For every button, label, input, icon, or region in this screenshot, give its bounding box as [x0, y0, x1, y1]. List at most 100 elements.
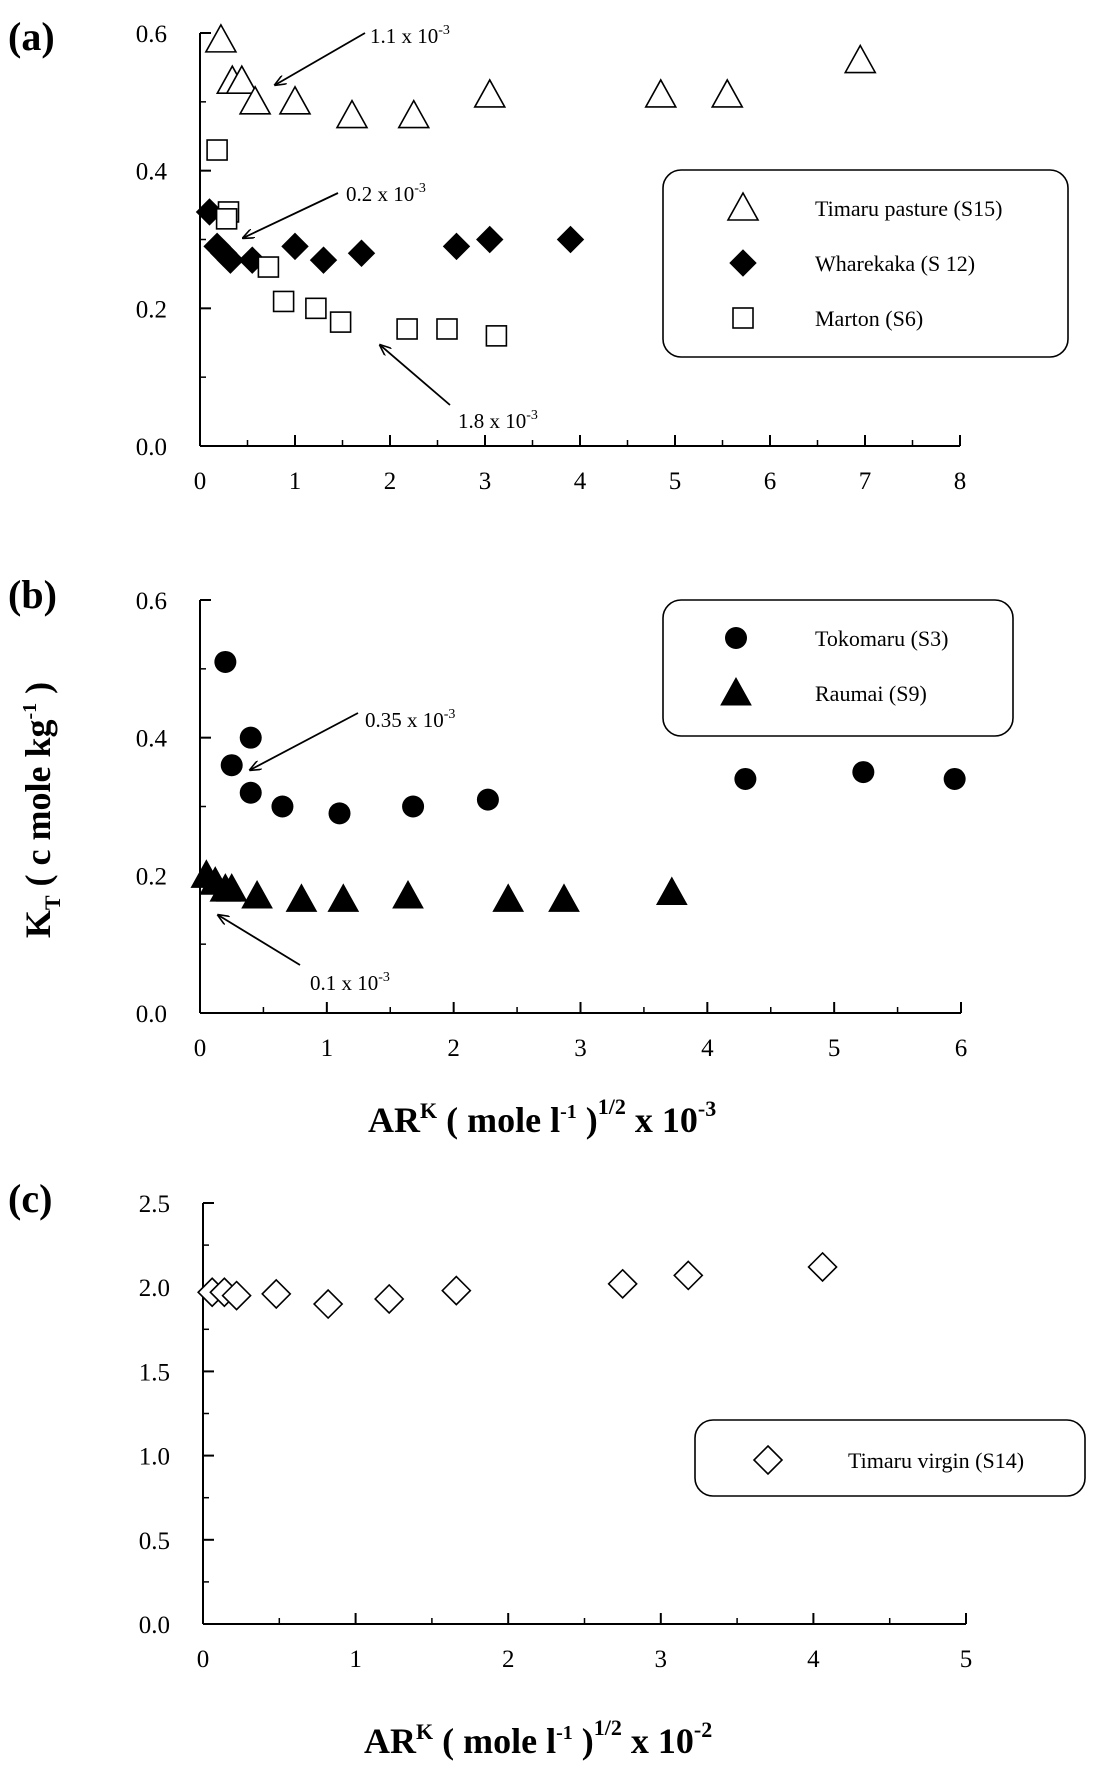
data-point — [281, 232, 309, 261]
annotation-label: 0.35 x 10-3 — [365, 707, 455, 732]
data-point — [673, 1260, 704, 1291]
data-point — [214, 650, 237, 673]
x-tick-label: 4 — [574, 468, 587, 495]
x-tick-label: 7 — [859, 468, 872, 495]
data-point — [327, 883, 360, 912]
data-point — [476, 788, 499, 811]
x-tick-label: 3 — [574, 1035, 587, 1062]
x-tick-label: 1 — [289, 468, 302, 495]
data-point — [392, 879, 424, 909]
x-tick-label: 0 — [194, 1035, 207, 1062]
data-point — [220, 754, 243, 777]
x-tick-label: 6 — [955, 1035, 968, 1062]
x-tick-label: 0 — [194, 468, 207, 495]
series-2 — [190, 859, 688, 912]
legend-marker — [752, 1444, 784, 1476]
legend-label: Raumai (S9) — [815, 681, 927, 706]
data-point — [309, 246, 338, 274]
data-point — [271, 795, 294, 818]
annotation-arrow — [243, 192, 339, 238]
y-tick-label: 0.5 — [139, 1528, 170, 1555]
data-point — [402, 795, 425, 818]
data-point — [710, 78, 744, 108]
y-tick-label: 0.0 — [136, 434, 167, 461]
data-point — [204, 23, 238, 53]
data-point — [852, 761, 875, 784]
x-tick-label: 5 — [669, 468, 682, 495]
x-tick-label: 2 — [447, 1035, 460, 1062]
data-point — [225, 64, 259, 94]
data-point — [272, 290, 295, 313]
data-point — [335, 98, 369, 129]
legend-box — [694, 1419, 1086, 1497]
legend-label: Marton (S6) — [815, 306, 923, 331]
data-point — [644, 78, 678, 108]
data-point — [374, 1283, 405, 1315]
y-tick-label: 0.6 — [136, 21, 167, 48]
data-point — [476, 225, 504, 254]
panel-b: 0 1 2 3 4 5 6 0.0 0.2 0.4 0.6 (b) Tokomaru (S3) Rauma… — [8, 572, 1014, 1062]
x-tick-label: 3 — [655, 1646, 668, 1673]
x-tick-label: 3 — [479, 468, 492, 495]
legend-label: Timaru virgin (S14) — [848, 1448, 1024, 1473]
annotation-label: 1.8 x 10-3 — [458, 408, 538, 433]
data-point — [734, 767, 757, 790]
data-point — [843, 43, 877, 74]
data-point — [278, 85, 312, 115]
text-layer: 1.1 x 10-3 0.2 x 10-3 1.8 x 10-3 0.35 x 10-… — [18, 23, 716, 1761]
data-point — [485, 325, 508, 347]
x-tick-label: 0 — [197, 1646, 210, 1673]
x-tick-label: 4 — [807, 1646, 820, 1673]
series-1 — [197, 1251, 838, 1320]
series-1 — [214, 650, 966, 825]
legend-marker — [729, 249, 757, 277]
data-point — [313, 1288, 344, 1320]
series-3 — [206, 139, 508, 347]
x-axis-title-b: ARK ( mole l-1 )1/2 x 10-3 — [368, 1094, 716, 1140]
annotation-label: 1.1 x 10-3 — [370, 23, 450, 48]
series-1 — [204, 23, 877, 129]
y-tick-label: 1.5 — [139, 1359, 170, 1386]
annotation-label: 0.1 x 10-3 — [310, 970, 390, 995]
x-tick-label: 2 — [384, 468, 397, 495]
annotation-arrow — [275, 32, 366, 85]
series-2 — [195, 198, 585, 274]
data-point — [216, 246, 245, 274]
y-tick-label: 0.4 — [136, 726, 168, 753]
x-tick-label: 6 — [764, 468, 777, 495]
data-point — [239, 726, 262, 749]
data-point — [548, 883, 580, 912]
x-tick-label: 4 — [701, 1035, 714, 1062]
data-point — [239, 781, 262, 804]
x-tick-label: 5 — [960, 1646, 973, 1673]
annotation-arrow — [380, 345, 451, 406]
data-point — [397, 98, 431, 129]
data-point — [442, 232, 471, 261]
panel-letter: (a) — [8, 14, 55, 59]
y-tick-label: 0.0 — [136, 1001, 167, 1028]
y-tick-label: 0.6 — [136, 588, 167, 615]
y-tick-label: 1.0 — [139, 1444, 170, 1471]
y-axis-title: KT ( c mole kg-1 ) — [18, 682, 65, 938]
data-point — [943, 767, 966, 790]
y-tick-label: 0.2 — [136, 863, 167, 890]
data-point — [305, 297, 327, 320]
data-point — [285, 883, 318, 912]
legend-marker — [732, 307, 754, 329]
legend-box — [662, 599, 1014, 737]
data-point — [473, 78, 507, 108]
panel-a: 0 1 2 3 4 5 6 7 8 0.0 0.2 0.4 0.6 (a) Timaru pasture (… — [8, 14, 1069, 495]
data-point — [556, 225, 585, 254]
legend-marker — [726, 191, 760, 221]
y-tick-label: 2.0 — [139, 1275, 170, 1302]
x-tick-label: 1 — [321, 1035, 334, 1062]
data-point — [257, 256, 280, 278]
data-point — [807, 1251, 838, 1283]
x-tick-label: 2 — [502, 1646, 515, 1673]
y-tick-label: 2.5 — [139, 1191, 170, 1218]
data-point — [206, 139, 228, 161]
x-tick-label: 8 — [954, 468, 967, 495]
x-tick-label: 1 — [349, 1646, 362, 1673]
legend-label: Timaru pasture (S15) — [815, 196, 1002, 221]
panel-c: 0 1 2 3 4 5 0.0 0.5 1.0 1.5 2.0 2.5 (c) Timaru virgin… — [8, 1176, 1086, 1673]
